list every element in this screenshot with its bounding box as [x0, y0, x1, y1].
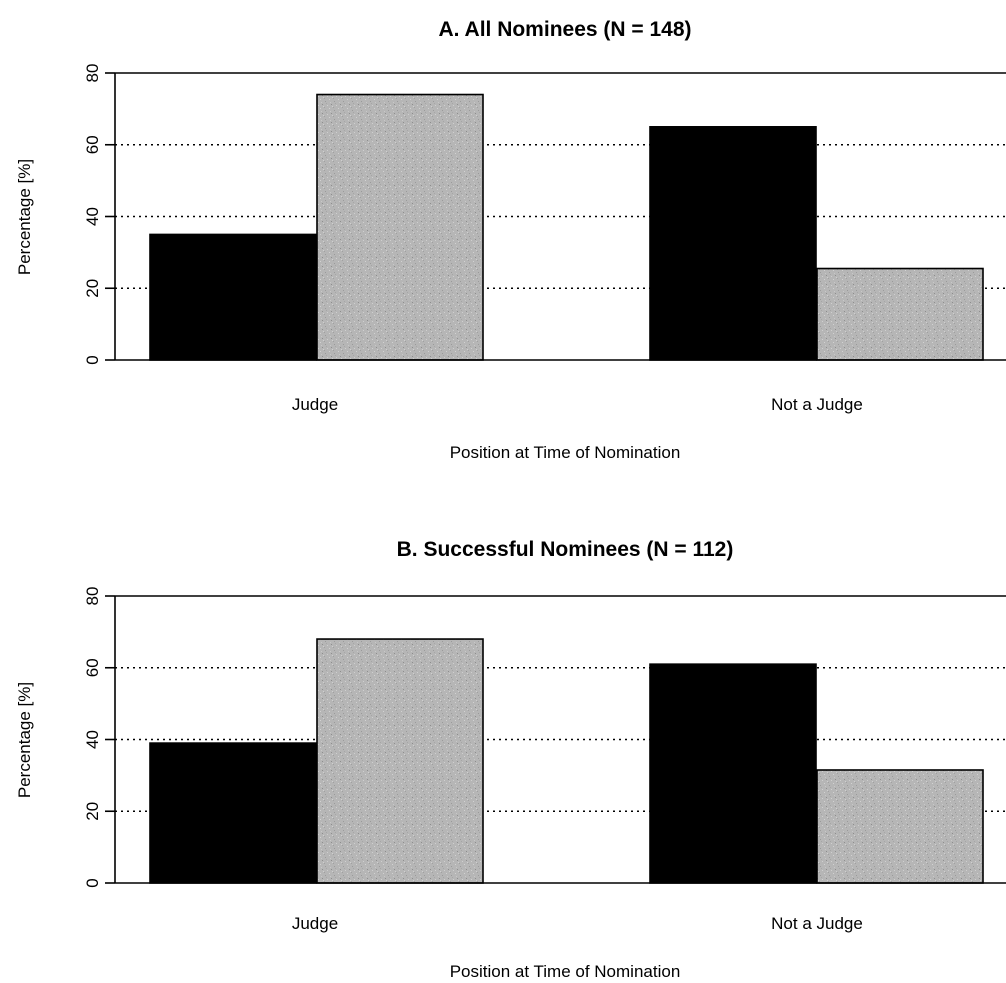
y-tick-label-0: 0 — [83, 878, 102, 887]
bar-not-a-judge-series-2 — [816, 769, 984, 884]
y-tick-label-60: 60 — [83, 135, 102, 154]
y-ticks: 0 20 40 60 80 — [83, 587, 115, 888]
y-axis-label: Percentage [%] — [15, 159, 34, 275]
bar-judge-series-1 — [149, 233, 317, 361]
chart-panel-b: B. Successful Nominees (N = 112) Percent… — [15, 538, 1006, 981]
bar-judge-series-1 — [149, 742, 317, 884]
y-tick-label-80: 80 — [83, 587, 102, 606]
bar-judge-series-2 — [316, 93, 484, 361]
x-axis-label: Position at Time of Nomination — [450, 443, 681, 462]
y-tick-label-20: 20 — [83, 279, 102, 298]
bar-not-a-judge-series-1 — [649, 663, 817, 884]
bars — [149, 93, 984, 361]
y-tick-label-20: 20 — [83, 802, 102, 821]
x-tick-label-not-a-judge: Not a Judge — [771, 395, 863, 414]
bars — [149, 638, 984, 884]
y-tick-label-40: 40 — [83, 207, 102, 226]
bar-not-a-judge-series-1 — [649, 126, 817, 361]
bar-not-a-judge-series-2 — [816, 267, 984, 361]
chart-title: A. All Nominees (N = 148) — [438, 18, 691, 41]
gridlines — [115, 666, 1006, 813]
x-axis-label: Position at Time of Nomination — [450, 962, 681, 981]
x-tick-label-not-a-judge: Not a Judge — [771, 914, 863, 933]
y-tick-label-60: 60 — [83, 658, 102, 677]
axes — [114, 72, 1006, 361]
x-tick-label-judge: Judge — [292, 914, 338, 933]
y-ticks: 0 20 40 60 80 — [83, 64, 115, 365]
x-tick-label-judge: Judge — [292, 395, 338, 414]
y-axis-label: Percentage [%] — [15, 682, 34, 798]
y-tick-label-80: 80 — [83, 64, 102, 83]
chart-panel-a: A. All Nominees (N = 148) Percentage [%]… — [15, 18, 1006, 462]
axes — [114, 595, 1006, 884]
y-tick-label-40: 40 — [83, 730, 102, 749]
bar-judge-series-2 — [316, 638, 484, 884]
gridlines — [115, 143, 1006, 290]
y-tick-label-0: 0 — [83, 355, 102, 364]
chart-title: B. Successful Nominees (N = 112) — [397, 538, 734, 561]
